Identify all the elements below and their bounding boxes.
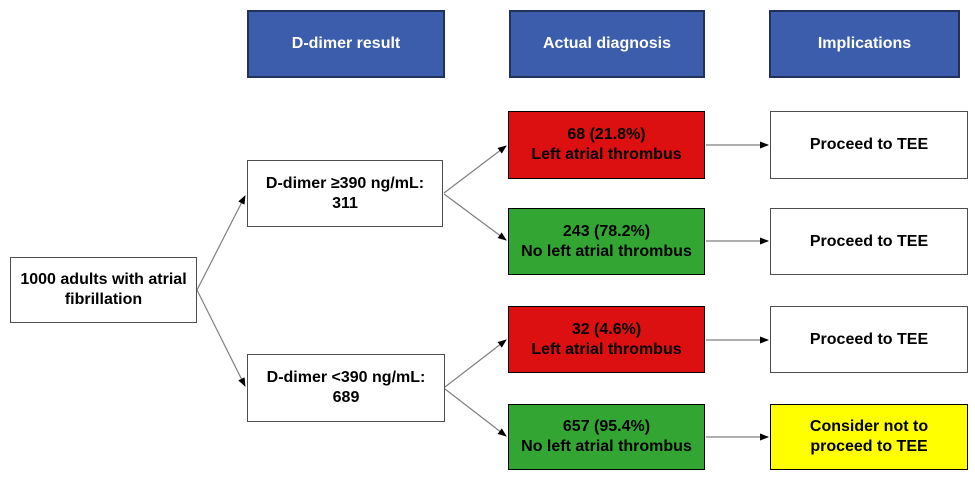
node-text-line: Proceed to TEE (809, 136, 929, 154)
node-text-line: 689 (332, 389, 360, 406)
column-header-ddimer-result: D-dimer result (247, 10, 445, 78)
diagnosis-thrombus-low-node: 32 (4.6%) Left atrial thrombus (508, 306, 705, 373)
ddimer-low-node: D-dimer <390 ng/mL: 689 (247, 354, 445, 422)
node-text-line: proceed to TEE (810, 438, 928, 455)
node-text-line: No left atrial thrombus (521, 242, 692, 260)
node-text-line: 243 (78.2%) (562, 222, 651, 240)
implication-proceed-tee-2-node: Proceed to TEE (770, 208, 968, 275)
population-node: 1000 adults with atrial fibrillation (10, 257, 197, 323)
arrow-population-to-low (196, 289, 246, 387)
diagnosis-no-thrombus-low-node: 657 (95.4%) No left atrial thrombus (508, 404, 705, 470)
arrow-high-to-thrombus (443, 145, 507, 194)
node-text-line: D-dimer <390 ng/mL: (266, 369, 426, 387)
node-text-line: Left atrial thrombus (531, 146, 682, 163)
node-text-line: Proceed to TEE (809, 232, 929, 250)
arrow-low-to-thrombus (444, 339, 507, 388)
diagnosis-no-thrombus-high-node: 243 (78.2%) No left atrial thrombus (508, 208, 705, 275)
node-text-line: Consider not to (809, 418, 929, 436)
node-text-line: 32 (4.6%) (571, 320, 642, 338)
node-text-line: D-dimer ≥390 ng/mL: (265, 174, 425, 192)
ddimer-high-node: D-dimer ≥390 ng/mL: 311 (247, 160, 443, 227)
node-text-line: Left atrial thrombus (531, 340, 682, 358)
implication-proceed-tee-3-node: Proceed to TEE (770, 306, 968, 373)
node-text-line: 68 (21.8%) (567, 126, 646, 144)
arrow-high-to-no-thrombus (443, 193, 507, 241)
column-header-implications: Implications (769, 10, 960, 78)
implication-proceed-tee-1-node: Proceed to TEE (770, 111, 968, 179)
diagnosis-thrombus-high-node: 68 (21.8%) Left atrial thrombus (508, 111, 705, 179)
implication-consider-not-proceed-node: Consider not to proceed to TEE (770, 404, 968, 470)
node-text-line: 657 (95.4%) (562, 418, 651, 436)
column-header-label: Actual diagnosis (542, 35, 672, 53)
column-header-label: Implications (817, 35, 912, 53)
arrow-population-to-high (196, 195, 246, 291)
node-text-line: No left atrial thrombus (521, 438, 692, 455)
node-text-line: 1000 adults with atrial (20, 271, 187, 289)
node-text-line: 311 (332, 194, 358, 212)
node-text-line: fibrillation (64, 291, 143, 308)
arrow-low-to-no-thrombus (444, 388, 507, 437)
column-header-actual-diagnosis: Actual diagnosis (509, 10, 705, 78)
node-text-line: Proceed to TEE (809, 330, 929, 348)
column-header-label: D-dimer result (291, 35, 401, 53)
